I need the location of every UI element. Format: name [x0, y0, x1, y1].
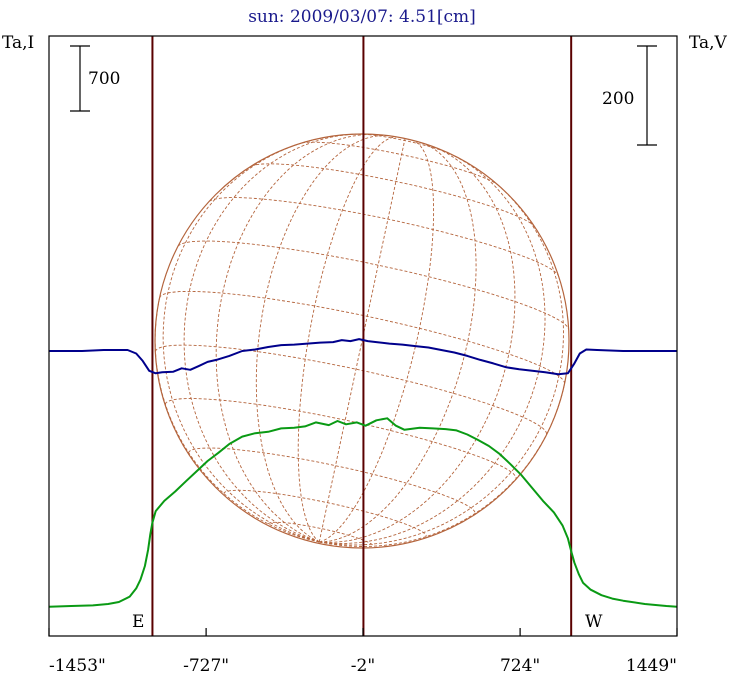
x-axis-ticks: -1453" -727" -2" 724" 1449"	[48, 628, 678, 676]
parallel-line	[188, 447, 476, 514]
meridian-line	[319, 140, 435, 543]
left-axis-label: Ta,I	[2, 33, 34, 53]
x-tick-label: -727"	[183, 656, 229, 676]
parallel-line	[267, 521, 374, 547]
meridian-line	[319, 146, 516, 543]
parallel-line	[177, 240, 570, 330]
x-tick-label: -1453"	[49, 656, 106, 676]
intensity-series-line	[48, 417, 678, 608]
meridian-line	[215, 134, 375, 543]
east-limb-label: E	[132, 612, 144, 632]
scale-bar-left: 700	[70, 45, 120, 112]
scale-bar-right-value: 200	[602, 89, 634, 109]
meridian-line	[319, 142, 477, 543]
scale-bar-right: 200	[602, 45, 657, 146]
polarization-series-line	[49, 338, 677, 376]
right-axis-label: Ta,V	[689, 33, 728, 53]
meridian-line	[319, 152, 546, 544]
data-curves	[48, 338, 678, 608]
parallel-line	[251, 163, 535, 227]
parallel-line	[301, 141, 498, 185]
x-tick-label: 724"	[500, 656, 540, 676]
limb-lines	[151, 36, 573, 636]
x-tick-label: 1449"	[626, 656, 677, 676]
parallel-line	[358, 133, 450, 154]
meridian-line	[255, 135, 390, 543]
solar-disk	[154, 133, 570, 549]
parallel-line	[164, 398, 517, 479]
parallel-line	[223, 489, 427, 537]
scale-bar-left-value: 700	[88, 69, 120, 89]
meridian-line	[318, 138, 406, 543]
parallel-line	[159, 290, 565, 384]
x-tick-label: -2"	[351, 656, 375, 676]
west-limb-label: W	[585, 612, 603, 632]
parallel-line	[209, 197, 559, 276]
parallel-line	[154, 344, 547, 435]
meridian-line	[183, 133, 359, 543]
meridian-line	[319, 383, 565, 547]
chart-title: sun: 2009/03/07: 4.51[cm]	[248, 7, 476, 27]
meridian-line	[297, 136, 397, 543]
